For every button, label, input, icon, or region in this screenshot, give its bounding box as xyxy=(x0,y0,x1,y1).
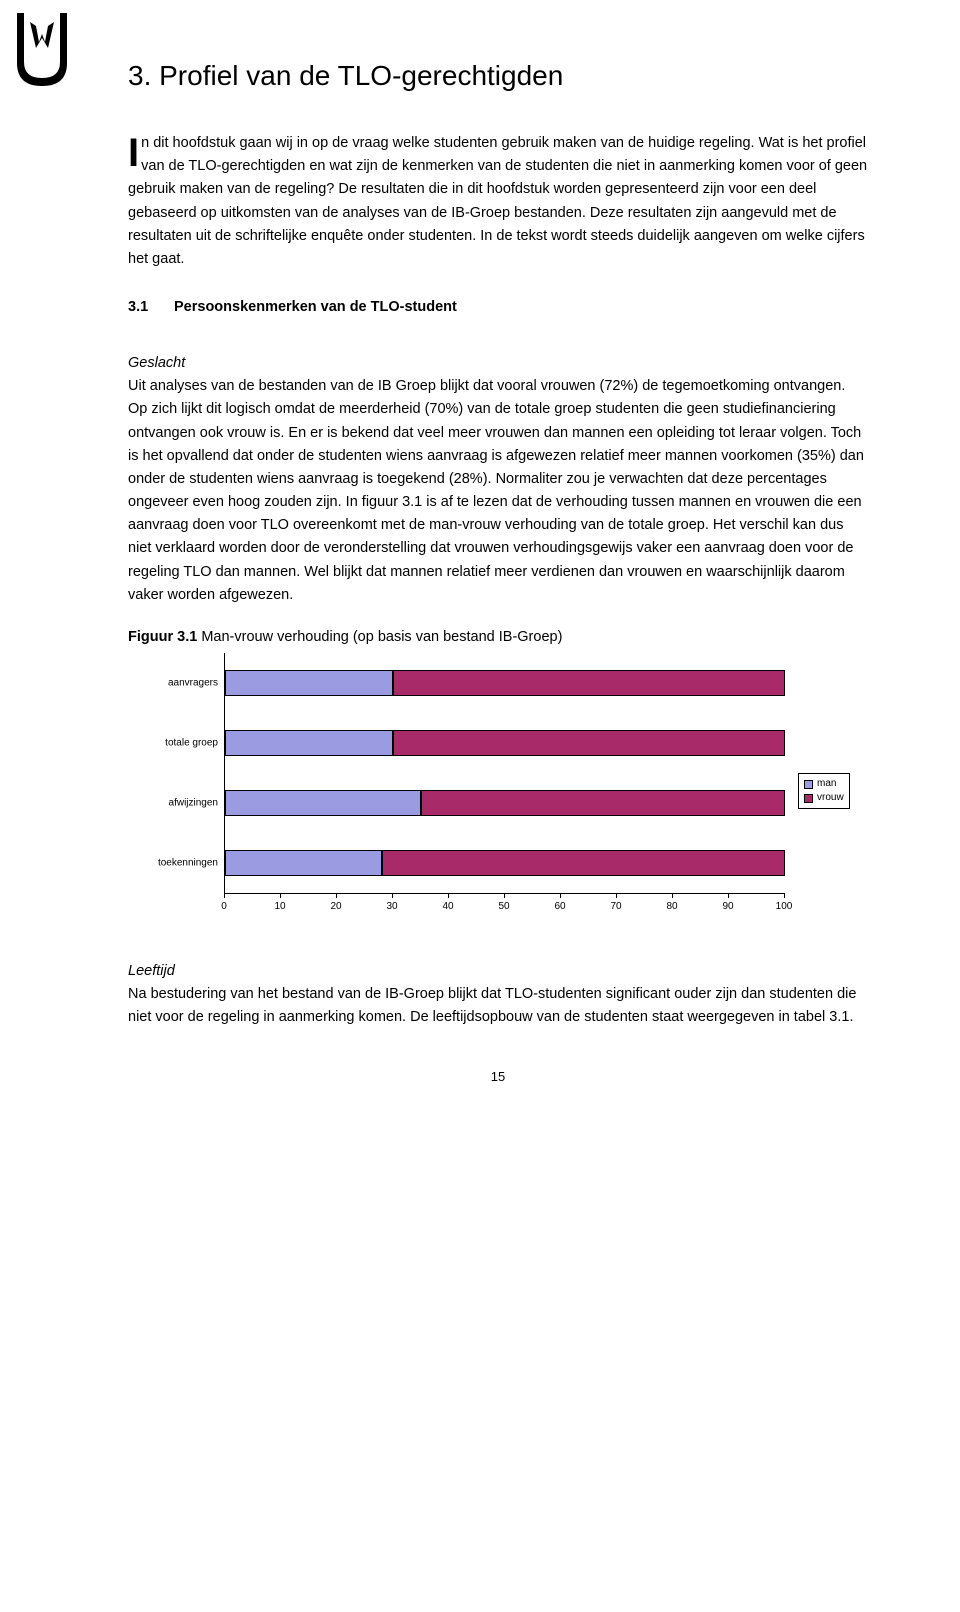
xtick-label: 0 xyxy=(221,901,227,912)
bar-toekenningen-man xyxy=(225,850,382,876)
ylabel-afwijzingen: afwijzingen xyxy=(128,798,218,809)
page-number: 15 xyxy=(128,1069,868,1084)
xtick-label: 70 xyxy=(610,901,621,912)
xtick xyxy=(448,893,449,898)
section-number: 3.1 xyxy=(128,299,174,315)
bar-toekenningen-vrouw xyxy=(382,850,785,876)
subhead-leeftijd: Leeftijd xyxy=(128,963,868,979)
bar-totale_groep-man xyxy=(225,730,393,756)
chart-plot xyxy=(224,653,785,894)
legend-swatch-vrouw xyxy=(804,794,813,803)
xtick-label: 80 xyxy=(666,901,677,912)
xtick-label: 20 xyxy=(330,901,341,912)
legend-swatch-man xyxy=(804,780,813,789)
xtick-label: 40 xyxy=(442,901,453,912)
legend-item-vrouw: vrouw xyxy=(804,791,844,805)
bar-row-toekenningen xyxy=(225,833,785,893)
xtick xyxy=(224,893,225,898)
figure-3-1: aanvragers totale groep afwijzingen toekenn… xyxy=(128,653,868,929)
xtick-label: 60 xyxy=(554,901,565,912)
ylabel-aanvragers: aanvragers xyxy=(128,678,218,689)
xtick xyxy=(336,893,337,898)
xtick xyxy=(728,893,729,898)
figure-label-bold: Figuur 3.1 xyxy=(128,629,197,645)
bar-totale_groep-vrouw xyxy=(393,730,785,756)
page-heading: 3. Profiel van de TLO-gerechtigden xyxy=(128,60,868,92)
legend-label-man: man xyxy=(817,777,836,791)
xtick-label: 90 xyxy=(722,901,733,912)
xtick xyxy=(560,893,561,898)
xtick-label: 10 xyxy=(274,901,285,912)
xtick xyxy=(784,893,785,898)
xtick-label: 30 xyxy=(386,901,397,912)
xtick xyxy=(392,893,393,898)
xtick xyxy=(280,893,281,898)
xtick xyxy=(504,893,505,898)
legend-label-vrouw: vrouw xyxy=(817,791,844,805)
legend-item-man: man xyxy=(804,777,844,791)
bar-afwijzingen-man xyxy=(225,790,421,816)
ylabel-totale_groep: totale groep xyxy=(128,738,218,749)
xtick-label: 100 xyxy=(776,901,793,912)
xtick xyxy=(616,893,617,898)
ylabel-toekenningen: toekenningen xyxy=(128,858,218,869)
para-geslacht: Uit analyses van de bestanden van de IB … xyxy=(128,375,868,607)
section-heading: 3.1 Persoonskenmerken van de TLO-student xyxy=(128,299,868,315)
figure-label-rest: Man-vrouw verhouding (op basis van besta… xyxy=(197,629,562,645)
subhead-geslacht: Geslacht xyxy=(128,355,868,371)
intro-text: n dit hoofdstuk gaan wij in op de vraag … xyxy=(128,135,867,267)
chart-area: aanvragers totale groep afwijzingen toekenn… xyxy=(128,653,784,929)
figure-caption: Figuur 3.1 Man-vrouw verhouding (op basi… xyxy=(128,629,868,645)
xtick-label: 50 xyxy=(498,901,509,912)
dropcap: I xyxy=(128,132,141,170)
bar-afwijzingen-vrouw xyxy=(421,790,785,816)
para-leeftijd: Na bestudering van het bestand van de IB… xyxy=(128,983,868,1029)
logo-icon xyxy=(12,8,72,88)
bar-aanvragers-man xyxy=(225,670,393,696)
bar-row-aanvragers xyxy=(225,653,785,713)
bar-aanvragers-vrouw xyxy=(393,670,785,696)
intro-paragraph: I n dit hoofdstuk gaan wij in op de vraa… xyxy=(128,132,868,271)
section-title: Persoonskenmerken van de TLO-student xyxy=(174,299,457,315)
chart-legend: manvrouw xyxy=(798,773,850,809)
bar-row-afwijzingen xyxy=(225,773,785,833)
xtick xyxy=(672,893,673,898)
bar-row-totale_groep xyxy=(225,713,785,773)
